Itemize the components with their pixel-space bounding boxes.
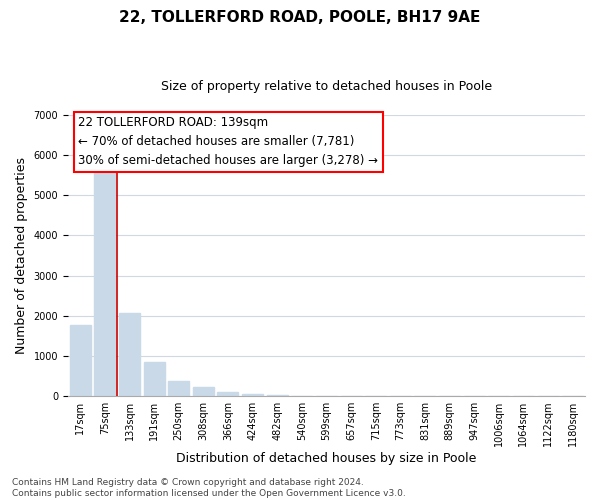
Bar — [143, 362, 164, 396]
Text: 22 TOLLERFORD ROAD: 139sqm
← 70% of detached houses are smaller (7,781)
30% of s: 22 TOLLERFORD ROAD: 139sqm ← 70% of deta… — [78, 116, 378, 168]
Text: 22, TOLLERFORD ROAD, POOLE, BH17 9AE: 22, TOLLERFORD ROAD, POOLE, BH17 9AE — [119, 10, 481, 25]
Bar — [242, 394, 263, 396]
Bar — [193, 387, 214, 396]
Bar — [70, 324, 91, 396]
Bar — [119, 314, 140, 396]
Bar — [168, 381, 189, 396]
Y-axis label: Number of detached properties: Number of detached properties — [15, 157, 28, 354]
Title: Size of property relative to detached houses in Poole: Size of property relative to detached ho… — [161, 80, 492, 93]
X-axis label: Distribution of detached houses by size in Poole: Distribution of detached houses by size … — [176, 452, 476, 465]
Bar — [267, 395, 287, 396]
Text: Contains HM Land Registry data © Crown copyright and database right 2024.
Contai: Contains HM Land Registry data © Crown c… — [12, 478, 406, 498]
Bar — [217, 392, 238, 396]
Bar — [94, 165, 115, 396]
